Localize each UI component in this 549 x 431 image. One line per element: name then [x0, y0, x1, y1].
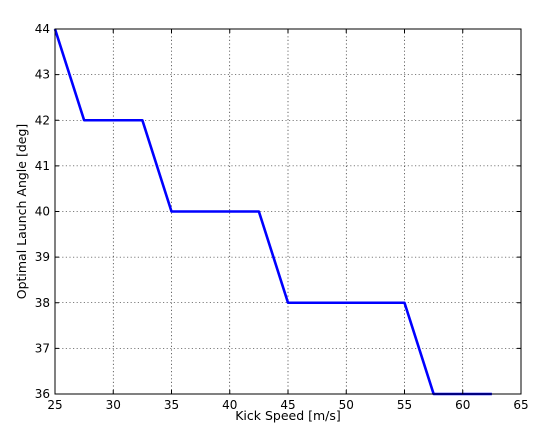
series-layer — [53, 28, 492, 396]
x-tick-label: 40 — [222, 398, 237, 412]
y-tick-label: 42 — [35, 113, 50, 127]
y-tick-label: 40 — [35, 205, 50, 219]
y-tick-label: 37 — [35, 341, 50, 355]
x-tick-label: 30 — [106, 398, 121, 412]
y-tick-label: 44 — [35, 22, 50, 36]
x-tick-label: 55 — [397, 398, 412, 412]
grid — [55, 29, 521, 394]
y-tick-label: 41 — [35, 159, 50, 173]
y-tick-label: 36 — [35, 387, 50, 401]
x-tick-label: 65 — [513, 398, 528, 412]
y-tick-label: 38 — [35, 296, 50, 310]
x-tick-label: 60 — [455, 398, 470, 412]
x-axis-label: Kick Speed [m/s] — [235, 408, 341, 423]
x-tick-label: 50 — [339, 398, 354, 412]
x-tick-label: 25 — [47, 398, 62, 412]
y-axis-label: Optimal Launch Angle [deg] — [14, 124, 29, 300]
y-tick-label: 43 — [35, 68, 50, 82]
y-tick-label: 39 — [35, 250, 50, 264]
x-tick-label: 35 — [164, 398, 179, 412]
ticks: 25 30 35 40 45 50 55 60 65 36 37 38 39 40 41 42 43 44 — [35, 22, 529, 412]
x-tick-label: 45 — [280, 398, 295, 412]
series-line — [53, 28, 492, 396]
